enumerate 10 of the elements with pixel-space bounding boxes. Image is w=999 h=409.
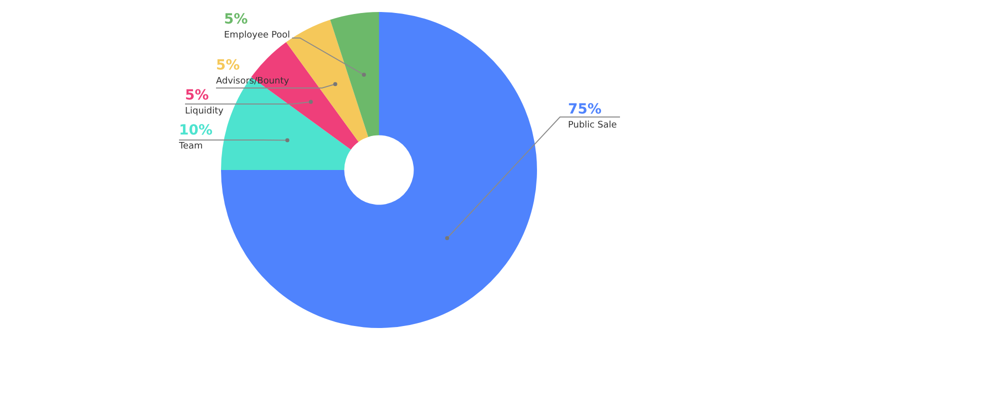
data-label: 5%	[216, 58, 240, 74]
slice-label: Advisors/Bounty	[216, 76, 290, 86]
slice-label: Team	[178, 141, 203, 152]
slice-label: Liquidity	[185, 106, 224, 116]
data-label: 10%	[179, 122, 213, 139]
slice-label: Employee Pool	[224, 30, 290, 40]
data-label: 5%	[224, 12, 248, 28]
data-label: 75%	[568, 102, 602, 118]
slice-label: Public Sale	[568, 120, 618, 130]
data-label: 5%	[185, 88, 209, 104]
